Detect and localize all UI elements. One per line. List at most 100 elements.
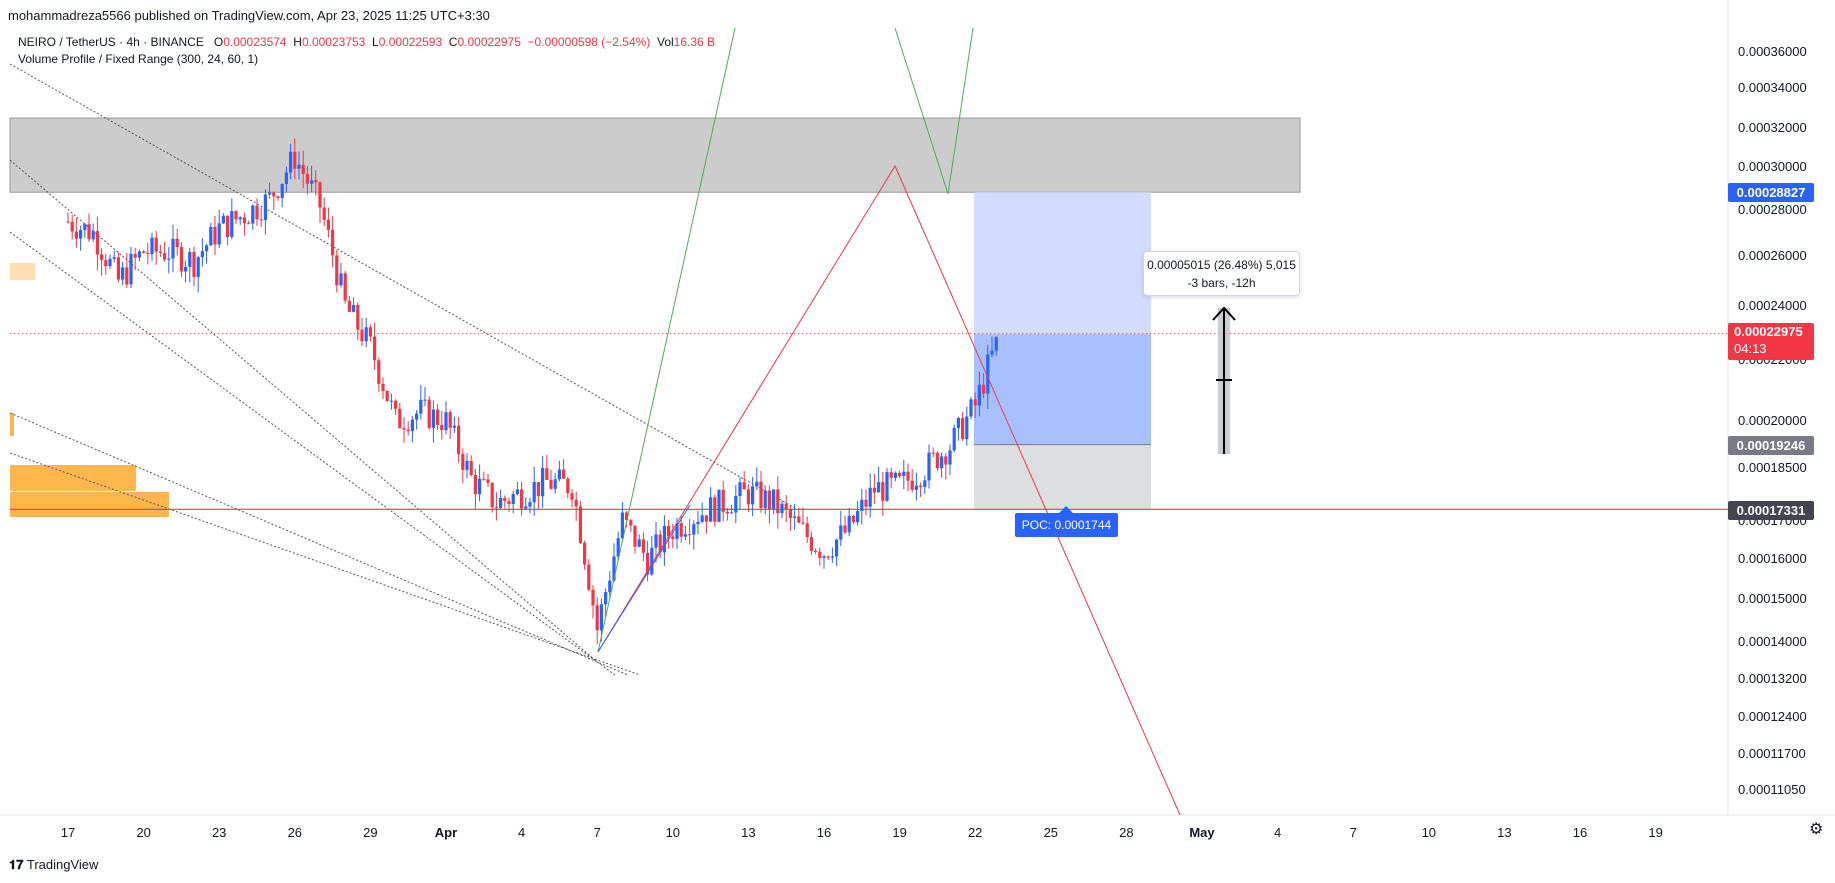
candle-body <box>671 536 675 540</box>
price-tick-label: 0.00014000 <box>1738 634 1807 649</box>
candle-body <box>990 350 994 355</box>
candle-body <box>339 273 343 286</box>
candle-body <box>91 231 95 240</box>
candle-body <box>940 456 944 469</box>
poc-line-price-label: 0.00017331 <box>1728 501 1814 520</box>
candle-body <box>696 521 700 525</box>
candle-body <box>751 486 755 505</box>
candle-body <box>129 253 133 285</box>
candle-body <box>360 329 364 342</box>
candle-body <box>402 428 406 430</box>
candle-body <box>192 252 196 277</box>
candle-body <box>415 413 419 420</box>
settings-gear-icon[interactable]: ⚙ <box>1809 821 1824 838</box>
candle-body <box>734 496 738 513</box>
price-tick-label: 0.00020000 <box>1738 413 1807 428</box>
candle-body <box>524 506 528 509</box>
candle-body <box>364 327 368 342</box>
candle-body <box>688 534 692 536</box>
volume-block-mid <box>10 413 14 436</box>
indicator-legend[interactable]: Volume Profile / Fixed Range (300, 24, 6… <box>18 52 259 66</box>
tradingview-logo[interactable]: 𝟏𝟕 TradingView <box>9 857 98 873</box>
candle-body <box>452 425 456 428</box>
candle-body <box>885 472 889 501</box>
target-zone <box>974 192 1151 334</box>
volume-key: Vol <box>656 35 674 49</box>
candle-body <box>305 174 309 184</box>
candle-body <box>767 490 771 510</box>
candle-body <box>675 523 679 540</box>
candle-body <box>272 192 276 197</box>
candle-body <box>431 409 435 428</box>
time-tick-label: 10 <box>1421 825 1437 840</box>
candle-body <box>541 468 545 497</box>
candle-body <box>961 418 965 440</box>
candle-body <box>494 507 498 509</box>
candle-body <box>242 217 246 224</box>
candle-body <box>809 537 813 552</box>
candle-body <box>881 482 885 501</box>
candle-body <box>898 472 902 477</box>
time-tick-label: 13 <box>1497 825 1512 840</box>
candle-body <box>562 469 566 479</box>
candle-body <box>868 487 872 507</box>
candle-body <box>200 251 204 258</box>
candle-body <box>965 416 969 440</box>
candle-body <box>742 482 746 490</box>
candle-body <box>704 515 708 522</box>
candle-body <box>100 254 104 261</box>
open-key: O <box>213 35 224 49</box>
candle-body <box>104 260 108 267</box>
trend-channel-line <box>9 412 629 676</box>
candle-body <box>612 556 616 581</box>
candle-body <box>133 253 137 258</box>
price-tick-label: 0.00011700 <box>1738 746 1806 761</box>
profit-zone <box>974 333 1151 445</box>
candle-body <box>902 471 906 477</box>
time-tick-label: 22 <box>967 825 983 840</box>
candle-body <box>268 192 272 195</box>
candle-body <box>532 482 536 503</box>
candle-body <box>654 534 658 548</box>
candle-body <box>276 196 280 198</box>
candle-body <box>398 408 402 429</box>
candle-body <box>259 219 263 221</box>
candle-body <box>284 172 288 184</box>
volume-value: 16.36 B <box>673 35 716 49</box>
poc-pointer-icon <box>1059 506 1073 513</box>
candle-body <box>95 231 99 255</box>
candle-body <box>625 512 629 521</box>
candle-body <box>377 360 381 384</box>
candle-body <box>847 515 851 533</box>
symbol-name[interactable]: NEIRO / TetherUS · 4h · BINANCE <box>18 35 204 49</box>
candle-body <box>171 238 175 259</box>
price-tick-label: 0.00024000 <box>1738 298 1807 313</box>
candle-body <box>641 539 645 553</box>
candle-body <box>515 489 519 495</box>
candle-body <box>457 425 461 455</box>
candle-body <box>473 475 477 495</box>
candle-body <box>969 399 973 417</box>
candle-body <box>620 512 624 539</box>
time-tick-label: 7 <box>593 825 601 840</box>
candle-body <box>637 539 641 547</box>
candle-body <box>587 564 591 590</box>
candle-body <box>385 390 389 401</box>
candle-body <box>87 224 91 240</box>
candle-body <box>986 354 990 394</box>
candle-body <box>578 506 582 543</box>
candle-body <box>604 592 608 605</box>
candle-body <box>125 267 129 285</box>
candle-body <box>520 489 524 509</box>
candle-body <box>856 510 860 523</box>
candle-body <box>335 255 339 286</box>
candle-body <box>851 515 855 523</box>
candle-body <box>196 257 200 277</box>
candle-body <box>121 267 125 280</box>
close-key: C <box>448 35 458 49</box>
time-tick-label: 16 <box>816 825 832 840</box>
candle-body <box>108 258 112 267</box>
candle-body <box>830 556 834 558</box>
candle-body <box>343 273 347 301</box>
